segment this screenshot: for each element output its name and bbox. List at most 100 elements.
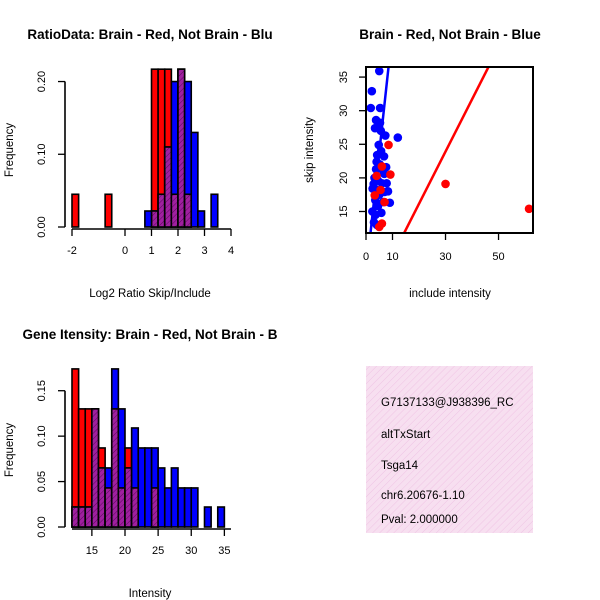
bar-overlap: [117, 487, 126, 528]
scatter-ylabel: skip intensity: [304, 117, 316, 183]
x-tick-label: 50: [492, 251, 504, 263]
y-tick-label: 0.05: [36, 471, 48, 492]
x-tick-label: -2: [67, 245, 77, 257]
gene-intensity-axes: 15 20 25 30 35 0.00 0.05 0.10 0.15: [36, 380, 231, 557]
ratio-histogram-panel: RatioData: Brain - Red, Not Brain - Blu …: [4, 27, 273, 300]
x-tick-label: 1: [148, 245, 154, 257]
point-not-brain: [373, 201, 383, 211]
point-not-brain: [370, 123, 380, 133]
point-brain: [441, 179, 450, 189]
x-tick-label: 35: [218, 545, 230, 557]
x-tick-label: 2: [175, 245, 181, 257]
y-tick-label: 15: [338, 205, 350, 217]
point-not-brain: [381, 131, 390, 140]
bar-not-brain: [170, 467, 179, 528]
y-tick-label: 0.20: [36, 71, 48, 92]
point-brain: [380, 197, 389, 207]
point-not-brain: [366, 103, 376, 113]
gene-intensity-xlabel: Intensity: [129, 588, 172, 600]
bar-overlap: [150, 210, 159, 228]
bar-overlap: [110, 408, 120, 528]
bar-overlap: [77, 506, 87, 528]
scatter-fit-lines: [369, 67, 490, 233]
bar-overlap: [183, 193, 193, 228]
y-tick-label: 0.00: [36, 216, 48, 237]
gene-intensity-ylabel: Frequency: [4, 423, 16, 478]
info-probe-id: G7137133@J938396_RC: [381, 397, 514, 409]
x-tick-label: 15: [86, 545, 98, 557]
bar-not-brain: [144, 447, 153, 528]
scatter-title: Brain - Red, Not Brain - Blue: [359, 27, 541, 42]
point-not-brain: [383, 187, 393, 196]
bar-overlap: [91, 408, 100, 528]
scatter-points: [366, 67, 533, 232]
ratio-histogram-axes: -2 0 1 2 3 4 0.00 0.10 0.20: [36, 71, 234, 257]
point-not-brain: [367, 86, 377, 96]
bar-not-brain: [163, 487, 173, 528]
y-tick-label: 0.00: [36, 516, 48, 537]
x-tick-label: 25: [152, 545, 164, 557]
bar-brain: [104, 193, 113, 228]
point-brain: [377, 219, 387, 228]
bar-not-brain: [210, 193, 219, 228]
x-tick-label: 0: [363, 251, 369, 263]
point-not-brain: [375, 118, 385, 128]
x-tick-label: 20: [119, 545, 131, 557]
bar-overlap: [124, 467, 133, 528]
x-tick-label: 4: [228, 245, 234, 257]
gene-intensity-histogram-panel: Gene Itensity: Brain - Red, Not Brain - …: [4, 327, 278, 600]
bar-not-brain: [157, 467, 166, 528]
fit-line: [403, 67, 490, 233]
bar-overlap: [71, 506, 80, 528]
ratio-histogram-bars: [71, 68, 219, 228]
point-not-brain: [372, 150, 382, 160]
bar-overlap: [150, 487, 159, 528]
x-tick-label: 30: [185, 545, 197, 557]
bar-not-brain: [190, 487, 199, 528]
bar-not-brain: [183, 487, 193, 528]
point-brain: [377, 162, 387, 171]
point-brain: [372, 171, 381, 181]
bar-brain: [150, 68, 159, 228]
scatter-plot-box: [365, 66, 534, 234]
info-pval: Pval: 2.000000: [381, 514, 458, 526]
point-brain: [386, 170, 395, 179]
gene-intensity-title: Gene Itensity: Brain - Red, Not Brain - …: [22, 327, 277, 342]
bar-not-brain: [190, 131, 199, 228]
info-event-type: altTxStart: [381, 429, 431, 441]
point-brain: [370, 191, 380, 200]
bar-overlap: [177, 68, 186, 228]
bar-not-brain: [177, 487, 186, 528]
scatter-xlabel: include intensity: [409, 288, 491, 300]
point-not-brain: [393, 133, 403, 142]
info-panel: G7137133@J938396_RC altTxStart Tsga14 ch…: [366, 366, 533, 533]
info-location: chr6.20676-1.10: [381, 490, 465, 502]
bar-overlap: [130, 487, 140, 528]
y-tick-label: 30: [338, 105, 350, 117]
x-tick-label: 0: [122, 245, 128, 257]
ratio-histogram-title: RatioData: Brain - Red, Not Brain - Blu: [27, 27, 272, 42]
y-tick-label: 35: [338, 71, 350, 83]
x-tick-label: 10: [386, 251, 398, 263]
bar-not-brain: [144, 210, 153, 228]
point-not-brain: [379, 152, 389, 161]
bar-overlap: [157, 193, 166, 228]
ratio-histogram-xlabel: Log2 Ratio Skip/Include: [89, 288, 210, 300]
y-tick-label: 0.15: [36, 380, 48, 401]
point-not-brain: [375, 103, 385, 113]
x-tick-label: 30: [439, 251, 451, 263]
gene-intensity-bars: [71, 368, 226, 528]
point-brain: [524, 204, 533, 214]
info-gene-name: Tsga14: [381, 460, 419, 472]
bar-brain: [71, 368, 80, 528]
bar-overlap: [170, 193, 179, 228]
point-not-brain: [371, 210, 380, 220]
x-tick-label: 3: [201, 245, 207, 257]
bar-overlap: [104, 487, 113, 528]
bar-overlap: [163, 146, 173, 228]
ratio-histogram-ylabel: Frequency: [4, 123, 16, 178]
info-panel-background: [366, 366, 533, 533]
intensity-scatter-panel: Brain - Red, Not Brain - Blue 0 10 30 50 15 2…: [304, 27, 541, 300]
point-not-brain: [382, 178, 391, 188]
